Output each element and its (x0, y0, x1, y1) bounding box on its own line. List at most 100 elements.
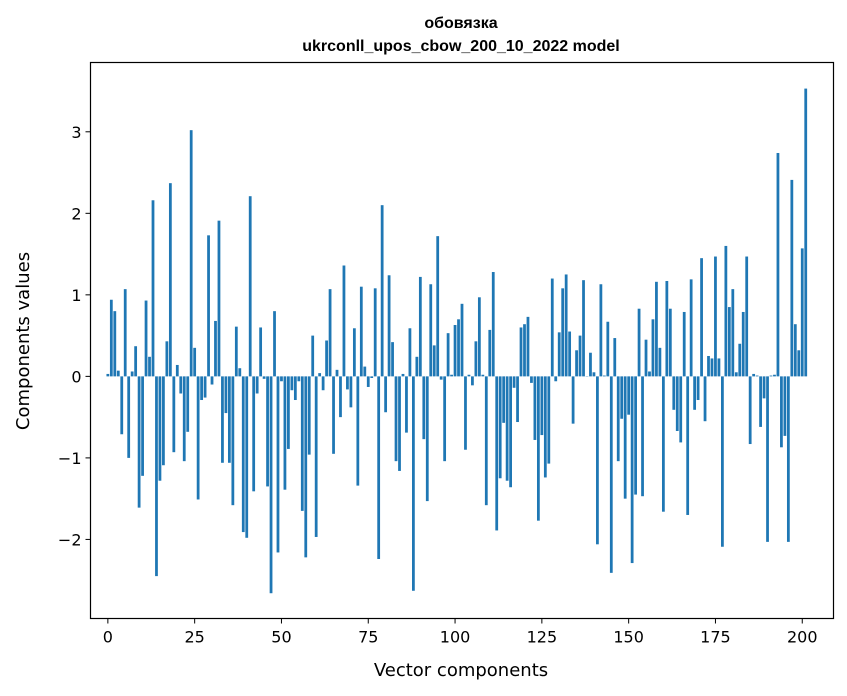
bar-186 (752, 373, 756, 377)
bar-24 (189, 130, 193, 377)
bar-195 (783, 376, 787, 436)
bar-56 (300, 376, 304, 511)
x-axis-label: Vector components (374, 660, 548, 681)
bar-172 (703, 376, 707, 422)
bar-128 (550, 278, 554, 377)
y-tick-label: 2 (71, 204, 81, 223)
bar-14 (155, 376, 158, 577)
bar-44 (259, 327, 263, 377)
bar-158 (655, 281, 658, 377)
bar-83 (394, 376, 398, 462)
bar-97 (443, 376, 447, 462)
bar-43 (255, 376, 259, 394)
bar-192 (773, 374, 776, 377)
bar-162 (668, 308, 672, 377)
bar-48 (273, 311, 276, 377)
bar-69 (346, 376, 349, 390)
bar-49 (276, 376, 280, 553)
bar-19 (172, 376, 176, 453)
bar-125 (540, 376, 544, 436)
bar-124 (536, 376, 540, 521)
bar-51 (283, 376, 287, 490)
bar-42 (252, 376, 256, 492)
bar-76 (370, 376, 374, 378)
bar-174 (710, 358, 714, 377)
bar-147 (616, 376, 620, 462)
bar-100 (453, 325, 457, 377)
bar-95 (436, 236, 440, 377)
bar-151 (630, 376, 634, 564)
bar-61 (318, 373, 322, 377)
bar-15 (158, 376, 162, 481)
bar-198 (793, 324, 797, 377)
bar-127 (547, 376, 551, 464)
bar-176 (717, 358, 721, 377)
bar-33 (221, 376, 224, 463)
bar-190 (766, 376, 769, 542)
bar-11 (144, 300, 148, 377)
bar-35 (227, 376, 231, 463)
bar-185 (748, 376, 752, 445)
y-tick-label: −2 (58, 530, 82, 549)
y-tick-label: 1 (71, 286, 81, 305)
bar-180 (731, 289, 735, 377)
bar-133 (568, 331, 572, 377)
bar-45 (262, 376, 266, 379)
bar-22 (182, 376, 186, 462)
bar-197 (790, 179, 794, 377)
x-tick-label: 25 (184, 628, 204, 647)
bar-1 (109, 299, 113, 377)
bar-171 (700, 258, 703, 377)
bar-5 (123, 289, 127, 377)
bar-53 (290, 376, 294, 391)
bar-199 (797, 350, 801, 377)
bar-18 (168, 183, 172, 377)
bar-115 (505, 376, 509, 481)
bar-78 (377, 376, 381, 559)
bar-181 (734, 372, 738, 377)
bar-93 (429, 284, 433, 377)
bar-183 (741, 311, 745, 377)
bar-54 (293, 376, 297, 401)
bar-120 (523, 324, 526, 377)
bar-23 (186, 376, 190, 432)
bar-146 (613, 338, 617, 377)
x-tick-label: 0 (103, 628, 113, 647)
x-tick-label: 150 (613, 628, 644, 647)
bar-72 (356, 376, 360, 486)
bar-111 (491, 272, 495, 377)
bar-64 (328, 289, 332, 377)
bar-82 (391, 342, 394, 377)
bar-168 (689, 279, 693, 377)
bar-46 (266, 376, 269, 487)
bar-141 (596, 376, 599, 545)
bar-161 (665, 280, 669, 377)
x-tick-label: 75 (358, 628, 378, 647)
bar-75 (366, 376, 370, 387)
bar-77 (373, 288, 377, 377)
bar-107 (477, 297, 481, 377)
bar-157 (651, 319, 655, 377)
bar-20 (175, 364, 179, 377)
bar-25 (193, 347, 197, 377)
bar-13 (151, 200, 155, 377)
x-tick-label: 175 (700, 628, 731, 647)
bar-139 (589, 352, 592, 377)
x-tick-label: 200 (787, 628, 818, 647)
bar-81 (387, 275, 391, 377)
bar-31 (214, 320, 217, 377)
bar-135 (575, 350, 578, 377)
bar-110 (488, 329, 492, 377)
bar-28 (203, 376, 207, 398)
bar-119 (519, 327, 523, 377)
bar-105 (471, 376, 474, 386)
bar-71 (352, 328, 356, 377)
bar-104 (467, 374, 471, 377)
bar-117 (512, 376, 516, 388)
plot-frame (89, 61, 835, 620)
bar-156 (648, 371, 651, 377)
bar-182 (738, 343, 742, 377)
bars-group (106, 88, 808, 594)
bar-47 (269, 376, 273, 594)
